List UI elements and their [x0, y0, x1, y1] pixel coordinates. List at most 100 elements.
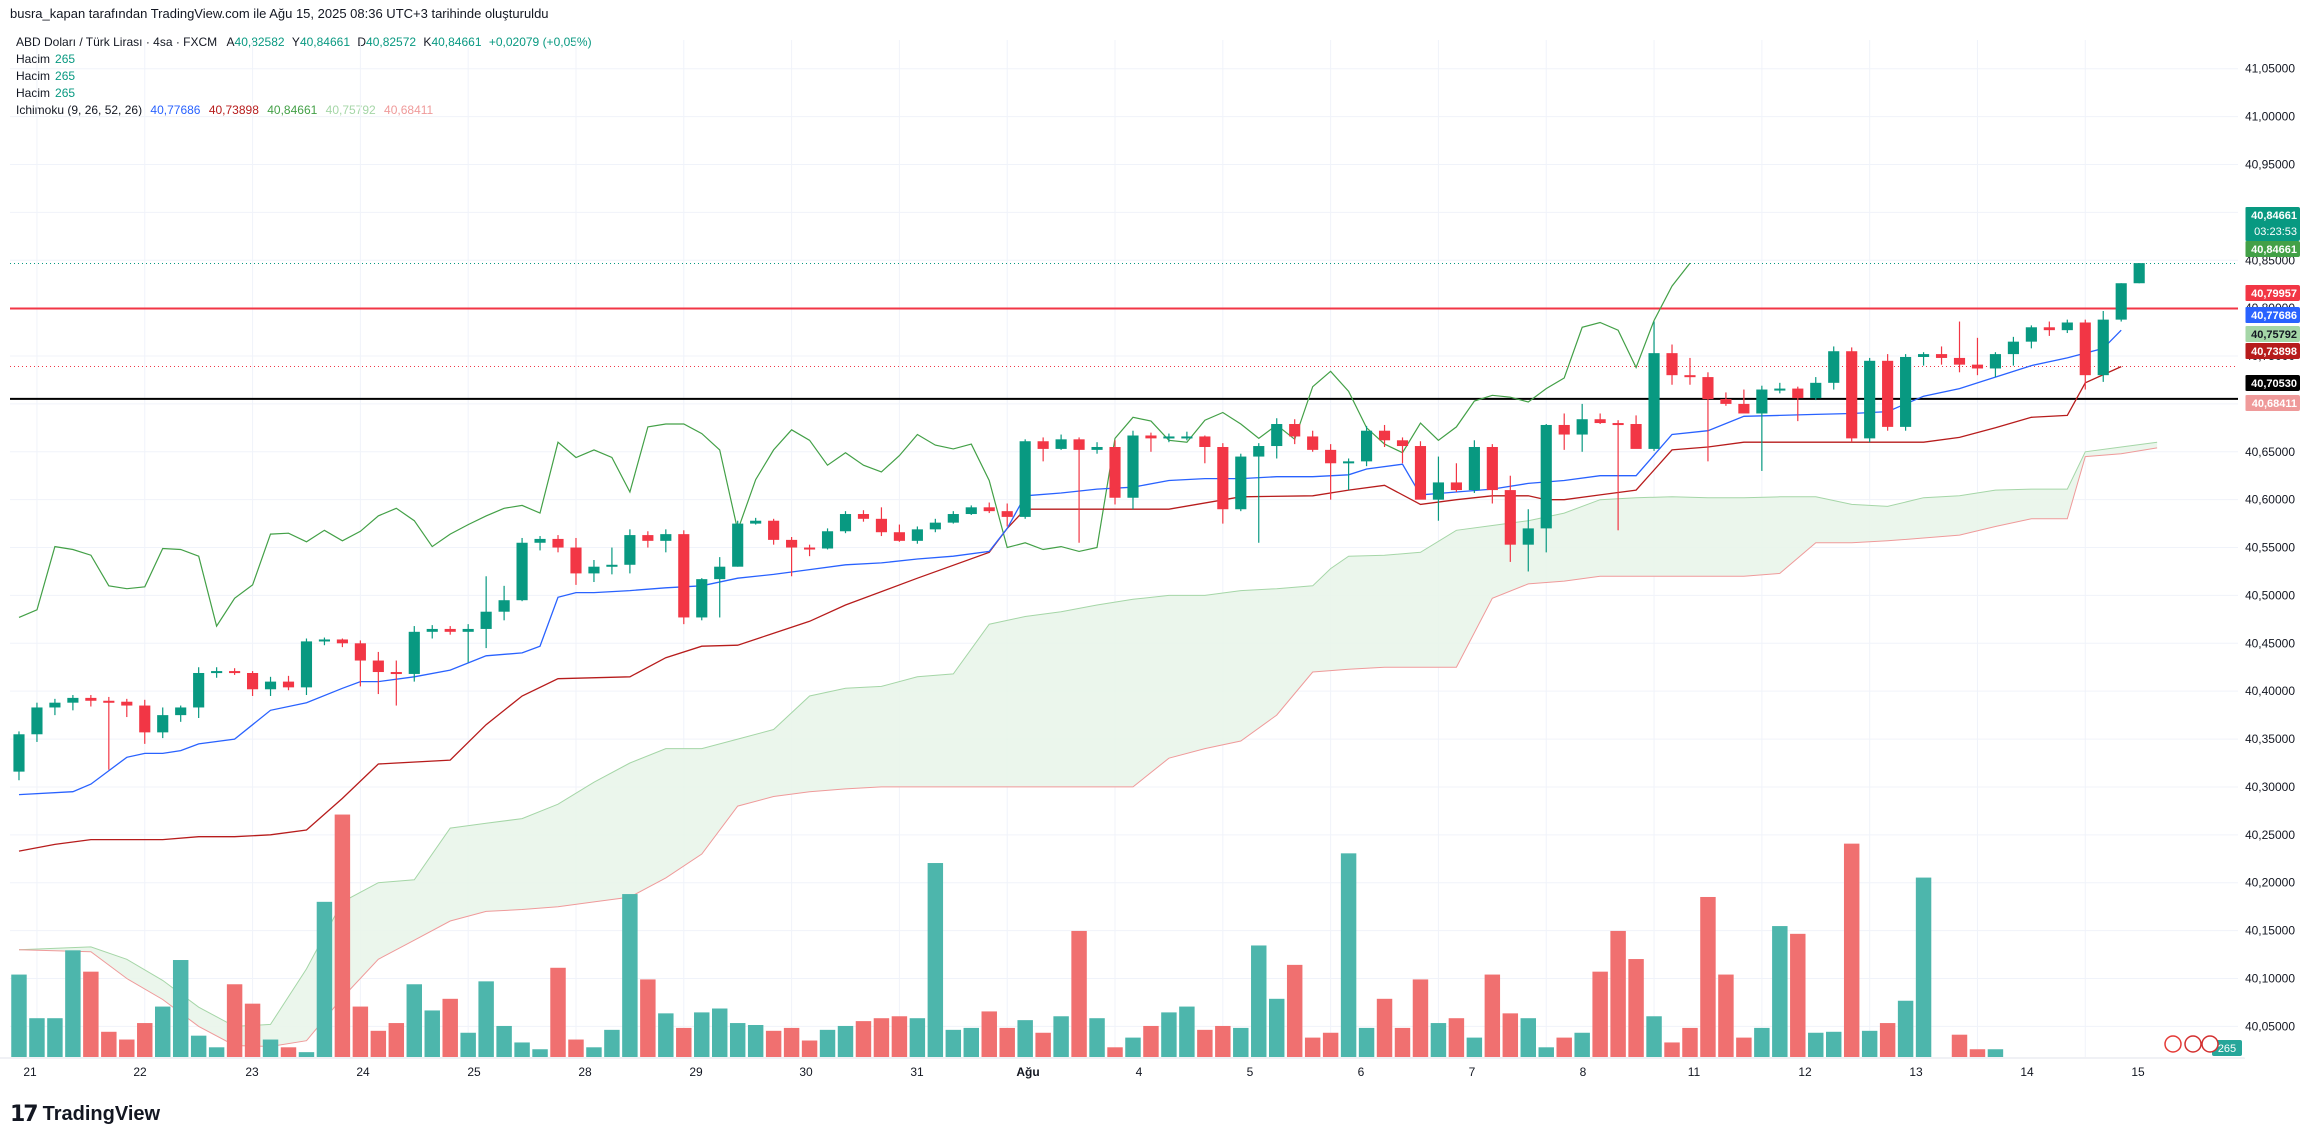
volume-bar — [244, 1003, 261, 1057]
price-tag — [2245, 343, 2300, 359]
candle-body — [839, 514, 852, 532]
candle-body — [1037, 441, 1049, 449]
price-tag-label: 40,79957 — [2251, 288, 2297, 300]
volume-bar — [370, 1030, 387, 1057]
volume-label[interactable]: Hacim — [16, 86, 51, 100]
candle-body — [121, 701, 133, 706]
candle-body — [282, 681, 295, 688]
flag-icon — [2201, 1035, 2219, 1053]
price-tag-label: 40,84661 — [2251, 244, 2297, 256]
volume-bar — [1502, 1013, 1519, 1057]
volume-bar — [1754, 1027, 1770, 1057]
time-axis-label: 12 — [1798, 1065, 1812, 1079]
volume-label[interactable]: Hacim — [16, 69, 51, 83]
volume-bar — [1358, 1027, 1375, 1057]
volume-bar — [622, 894, 638, 1057]
time-axis-label: 28 — [578, 1065, 592, 1079]
candle-body — [1935, 354, 1948, 358]
candle-body — [1145, 435, 1157, 439]
candle-body — [1846, 351, 1858, 439]
kijun-sen-line — [18, 366, 2122, 852]
volume-bar — [1987, 1049, 2004, 1057]
tradingview-wordmark: TradingView — [42, 1103, 161, 1125]
symbol-legend-row[interactable]: ABD Doları / Türk Lirası · 4sa · FXCM A4… — [16, 34, 592, 51]
candle-body — [246, 672, 259, 690]
volume-bar — [1700, 896, 1716, 1057]
candle-body — [1900, 356, 1912, 427]
candle-body — [1432, 482, 1445, 500]
candle-body — [1450, 482, 1462, 491]
candle-body — [1864, 360, 1876, 439]
volume-tag — [2212, 1040, 2242, 1056]
volume-legend-row[interactable]: Hacim 265 — [16, 51, 592, 68]
candle-body — [1594, 419, 1606, 424]
price-tag-label: 40,73898 — [2251, 346, 2297, 358]
candle-body — [103, 700, 115, 703]
candle-body — [857, 514, 870, 519]
volume-bar — [1520, 1018, 1537, 1057]
candle-body — [1684, 375, 1696, 378]
price-tag — [2245, 285, 2300, 301]
candle-body — [1756, 389, 1768, 414]
candle-body — [1702, 377, 1714, 400]
candle-body — [552, 538, 564, 548]
tradingview-brand[interactable]: 17 TradingView — [10, 1102, 160, 1127]
volume-bar — [963, 1027, 980, 1057]
candle-body — [516, 542, 528, 601]
candle-body — [1001, 511, 1013, 517]
candle-body — [696, 579, 708, 618]
candle-body — [1109, 446, 1121, 498]
volume-bar — [1430, 1023, 1447, 1057]
candle-body — [1127, 435, 1139, 498]
candle-body — [786, 539, 798, 548]
candle-body — [1091, 446, 1103, 450]
candle-body — [2079, 322, 2091, 376]
candle-body — [983, 507, 995, 512]
price-axis-label: 41,00000 — [2245, 110, 2295, 124]
candle-body — [1163, 436, 1175, 439]
volume-label[interactable]: Hacim — [16, 52, 51, 66]
volume-value: 265 — [55, 69, 76, 83]
close-value: 40,84661 — [431, 35, 482, 49]
ichimoku-label[interactable]: Ichimoku (9, 26, 52, 26) — [16, 103, 143, 117]
volume-legend-row[interactable]: Hacim 265 — [16, 68, 592, 85]
volume-bar — [154, 1006, 171, 1057]
volume-bar — [729, 1023, 746, 1057]
price-tag-label: 40,75792 — [2251, 329, 2297, 341]
candle-body — [1217, 446, 1229, 510]
ichimoku-legend-row[interactable]: Ichimoku (9, 26, 52, 26) 40,77686 40,738… — [16, 102, 592, 119]
time-axis-label: 22 — [133, 1065, 147, 1079]
volume-bar — [1682, 1027, 1698, 1057]
time-axis-label: 23 — [245, 1065, 259, 1079]
candle-body — [390, 672, 402, 675]
time-axis-label: 31 — [910, 1065, 924, 1079]
candle-body — [624, 535, 636, 565]
time-axis-label: 15 — [2131, 1065, 2145, 1079]
candle-body — [714, 566, 726, 580]
volume-legend-row[interactable]: Hacim 265 — [16, 85, 592, 102]
volume-bar — [640, 979, 656, 1057]
volume-bar — [1843, 843, 1860, 1057]
candle-body — [732, 523, 744, 567]
volume-bar — [1861, 1030, 1878, 1057]
volume-bar — [1628, 959, 1644, 1057]
volume-bar — [262, 1039, 279, 1057]
volume-bar — [137, 1023, 153, 1057]
volume-bar — [226, 984, 243, 1057]
volume-bar — [208, 1047, 225, 1057]
volume-bar — [1610, 930, 1626, 1057]
volume-bar — [1215, 1025, 1231, 1057]
time-axis-label: 7 — [1469, 1065, 1476, 1079]
price-tag-label: 40,68411 — [2252, 398, 2297, 410]
candle-body — [1882, 360, 1894, 427]
chikou-span-line — [18, 262, 1691, 628]
time-axis-label: 24 — [356, 1065, 370, 1079]
volume-bar — [1538, 1047, 1554, 1057]
candle-body — [1253, 446, 1265, 457]
volume-bar — [316, 901, 333, 1057]
change-value: +0,02079 (+0,05%) — [488, 35, 592, 49]
volume-bar — [532, 1049, 548, 1057]
symbol-title[interactable]: ABD Doları / Türk Lirası · 4sa · FXCM — [16, 35, 218, 49]
volume-bar — [694, 1012, 710, 1057]
